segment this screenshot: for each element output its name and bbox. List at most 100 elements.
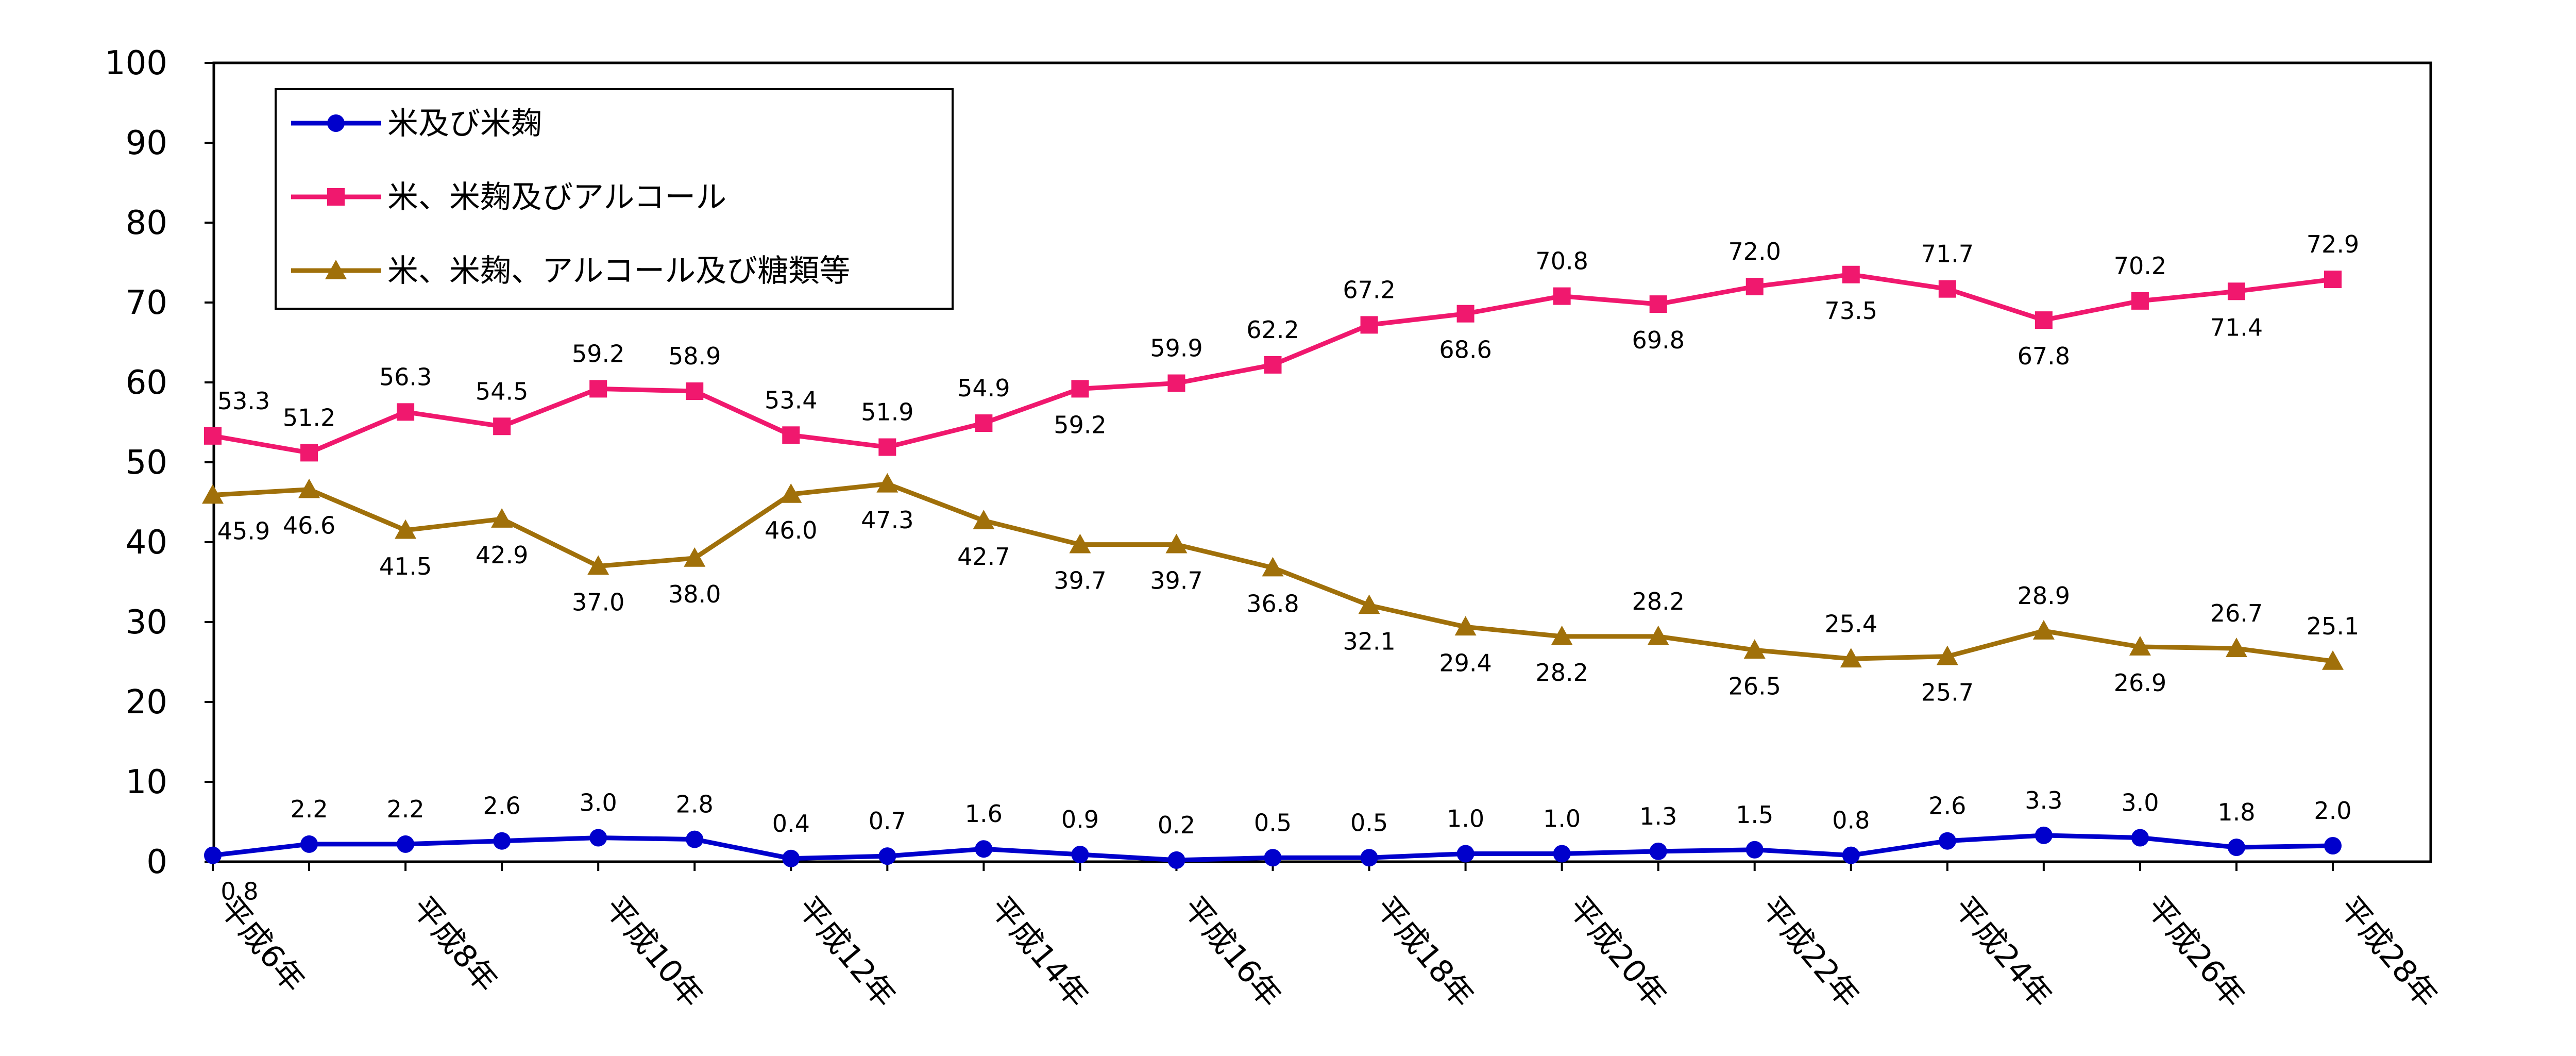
data-label: 25.4 (1825, 610, 1877, 638)
data-point (1165, 533, 1188, 554)
data-label: 51.9 (861, 398, 913, 426)
data-point (684, 547, 706, 567)
data-point (782, 849, 800, 867)
data-point (782, 426, 800, 444)
data-point (2131, 829, 2149, 847)
y-tick-label: 80 (126, 204, 167, 242)
data-point (975, 414, 993, 432)
legend-marker (327, 188, 345, 206)
data-point (589, 380, 607, 398)
data-point (1938, 280, 1956, 298)
data-label: 67.2 (1343, 276, 1395, 304)
data-point (1842, 846, 1860, 864)
data-point (1936, 645, 1958, 665)
data-point (491, 508, 513, 528)
data-label: 51.2 (283, 404, 335, 431)
data-label: 2.2 (290, 795, 328, 823)
data-label: 41.5 (379, 552, 432, 580)
data-label: 62.2 (1246, 316, 1299, 344)
y-tick-label: 40 (126, 524, 167, 562)
data-point (878, 847, 896, 865)
legend-label: 米、米麹、アルコール及び糖類等 (387, 253, 850, 289)
data-point (1264, 849, 1282, 867)
y-tick-label: 50 (126, 444, 167, 482)
data-point (878, 438, 896, 456)
data-point (204, 427, 222, 445)
data-label: 67.8 (2018, 342, 2070, 370)
data-label: 0.9 (1061, 806, 1099, 833)
data-label: 70.8 (1535, 247, 1588, 275)
data-label: 2.0 (2314, 797, 2351, 825)
data-point (1649, 295, 1667, 313)
y-tick-label: 30 (126, 604, 167, 642)
y-tick-label: 70 (126, 284, 167, 322)
data-point (1167, 851, 1185, 869)
data-point (876, 473, 899, 493)
data-label: 72.0 (1728, 238, 1781, 265)
data-point (493, 417, 511, 435)
series-3 (202, 473, 2344, 670)
data-label: 32.1 (1343, 627, 1395, 655)
data-label: 0.8 (1832, 807, 1870, 834)
data-point (1842, 265, 1860, 283)
data-point (298, 478, 320, 498)
data-point (395, 519, 417, 539)
data-label: 72.9 (2307, 230, 2359, 258)
data-label: 3.0 (2121, 789, 2159, 817)
y-tick-label: 100 (105, 44, 167, 82)
data-label: 56.3 (379, 363, 432, 391)
y-tick-label: 0 (146, 843, 167, 881)
data-label: 38.0 (668, 580, 721, 608)
data-point (1262, 557, 1284, 577)
data-point (2225, 638, 2247, 657)
data-point (1360, 316, 1378, 334)
legend-item: 米、米麹及びアルコール (291, 179, 726, 215)
data-point (204, 846, 222, 864)
data-label: 1.5 (1736, 801, 1773, 829)
data-label: 25.1 (2307, 612, 2359, 640)
data-point (1454, 616, 1477, 636)
data-point (397, 403, 415, 421)
data-point (2035, 826, 2053, 844)
data-label: 1.3 (1639, 802, 1677, 830)
data-label: 69.8 (1632, 326, 1684, 354)
legend-item: 米、米麹、アルコール及び糖類等 (291, 253, 850, 289)
y-tick-label: 20 (126, 683, 167, 722)
data-point (1071, 380, 1089, 398)
legend-marker (327, 114, 345, 132)
y-tick-label: 60 (126, 364, 167, 402)
data-label: 73.5 (1825, 297, 1877, 325)
data-label: 53.3 (217, 387, 270, 415)
data-point (2324, 837, 2342, 854)
data-label: 28.9 (2018, 582, 2070, 610)
data-label: 2.6 (1928, 792, 1966, 820)
data-point (1264, 356, 1282, 374)
data-label: 28.2 (1632, 588, 1684, 615)
data-label: 54.9 (957, 374, 1010, 402)
data-point (1456, 845, 1475, 863)
data-label: 37.0 (572, 589, 624, 616)
y-tick-label: 10 (126, 763, 167, 801)
data-point (493, 832, 511, 850)
data-point (1358, 594, 1380, 614)
data-label: 0.4 (772, 810, 810, 837)
data-label: 47.3 (861, 506, 913, 534)
data-point (2032, 620, 2055, 640)
data-point (1647, 625, 1669, 645)
data-point (1743, 639, 1766, 659)
y-tick-label: 90 (126, 124, 167, 162)
legend-label: 米及び米麹 (387, 106, 542, 142)
data-label: 0.8 (221, 878, 258, 906)
data-label: 2.2 (387, 795, 425, 823)
data-point (2324, 271, 2342, 289)
data-label: 26.5 (1728, 672, 1781, 700)
data-label: 71.7 (1921, 240, 1974, 268)
data-point (1840, 648, 1862, 668)
data-label: 70.2 (2114, 252, 2166, 280)
data-point (589, 829, 607, 847)
data-label: 3.0 (580, 789, 617, 817)
legend-item: 米及び米麹 (291, 106, 542, 142)
